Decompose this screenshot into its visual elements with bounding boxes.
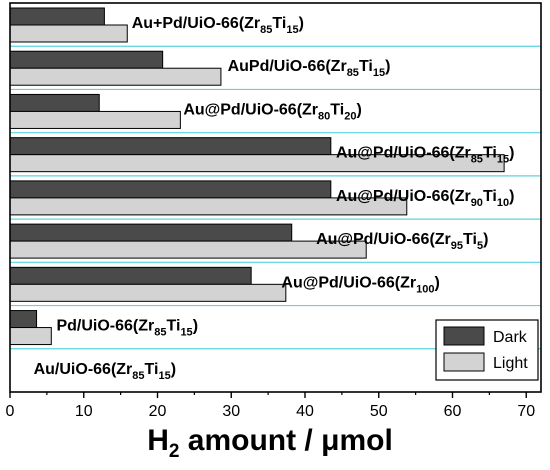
- category-label: Au/UiO-66(Zr85Ti15): [34, 361, 176, 382]
- bars-group: [9, 7, 505, 346]
- legend: Dark Light: [435, 319, 539, 381]
- bar-dark: [9, 223, 293, 242]
- bar-light: [9, 24, 128, 43]
- category-label: Au@Pd/UiO-66(Zr90Ti10): [336, 188, 514, 209]
- bar-light: [9, 110, 181, 129]
- x-tick-label: 30: [222, 403, 240, 420]
- x-tick-label: 20: [149, 403, 167, 420]
- bar-dark: [9, 180, 332, 199]
- bar-light: [9, 240, 367, 259]
- x-tick-label: 0: [6, 403, 15, 420]
- bar-dark: [9, 7, 105, 26]
- category-label: Au+Pd/UiO-66(Zr85Ti15): [132, 15, 304, 36]
- legend-dark-label: Dark: [493, 329, 528, 346]
- bar-dark: [9, 137, 332, 156]
- bar-dark: [9, 93, 100, 112]
- bar-dark: [9, 50, 164, 69]
- legend-light-swatch: [443, 352, 485, 372]
- category-label: Au@Pd/UiO-66(Zr100): [281, 274, 439, 295]
- category-label: Au@Pd/UiO-66(Zr85Ti15): [336, 145, 514, 166]
- bar-light: [9, 283, 287, 302]
- category-label: Au@Pd/UiO-66(Zr80Ti20): [183, 101, 361, 122]
- x-axis-title: H2 amount / μmol: [147, 424, 393, 462]
- category-label: AuPd/UiO-66(Zr85Ti15): [228, 58, 391, 79]
- x-tick-label: 70: [517, 403, 535, 420]
- x-tick-label: 40: [296, 403, 314, 420]
- category-label: Au@Pd/UiO-66(Zr95Ti5): [316, 231, 488, 252]
- bar-dark: [9, 310, 38, 329]
- category-labels: Au+Pd/UiO-66(Zr85Ti15) AuPd/UiO-66(Zr85Ti…: [34, 15, 515, 382]
- x-tick-label: 60: [444, 403, 462, 420]
- x-axis: 0 10 20 30 40 50 60 70: [6, 392, 535, 420]
- x-tick-label: 50: [370, 403, 388, 420]
- bar-dark: [9, 266, 252, 285]
- bar-light: [9, 327, 52, 346]
- plot-frame: [9, 2, 542, 393]
- legend-dark-swatch: [443, 326, 485, 346]
- legend-light-label: Light: [493, 355, 528, 372]
- x-tick-label: 10: [75, 403, 93, 420]
- bar-light: [9, 67, 222, 86]
- category-label: Pd/UiO-66(Zr85Ti15): [56, 318, 198, 339]
- category-separators: [10, 45, 541, 350]
